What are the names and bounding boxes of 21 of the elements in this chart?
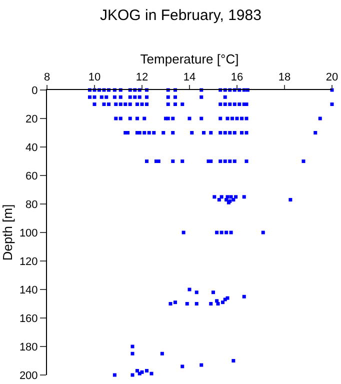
x-tick-label: 10: [88, 72, 101, 84]
y-tick-label: 80: [26, 198, 38, 211]
y-tick-label: 0: [32, 84, 38, 97]
x-tick-label: 16: [230, 72, 244, 84]
y-tick-label: 140: [19, 284, 38, 296]
chart-title: JKOG in February, 1983: [100, 7, 262, 24]
x-tick-label: 20: [326, 72, 338, 84]
x-tick-label: 18: [278, 72, 291, 84]
y-tick-label: 20: [26, 113, 38, 126]
x-tick-label: 12: [136, 72, 148, 84]
y-axis-title: Depth [m]: [0, 204, 15, 261]
x-axis-title: Temperature [°C]: [140, 52, 239, 67]
y-tick-label: 100: [19, 227, 38, 240]
y-tick-label: 200: [19, 370, 38, 382]
y-tick-label: 40: [26, 142, 38, 154]
y-tick-label: 120: [19, 256, 38, 268]
y-tick-label: 160: [19, 312, 38, 325]
y-tick-label: 180: [19, 341, 38, 354]
x-tick-label: 8: [44, 72, 50, 84]
y-tick-label: 60: [26, 170, 38, 182]
x-tick-label: 14: [183, 72, 196, 84]
